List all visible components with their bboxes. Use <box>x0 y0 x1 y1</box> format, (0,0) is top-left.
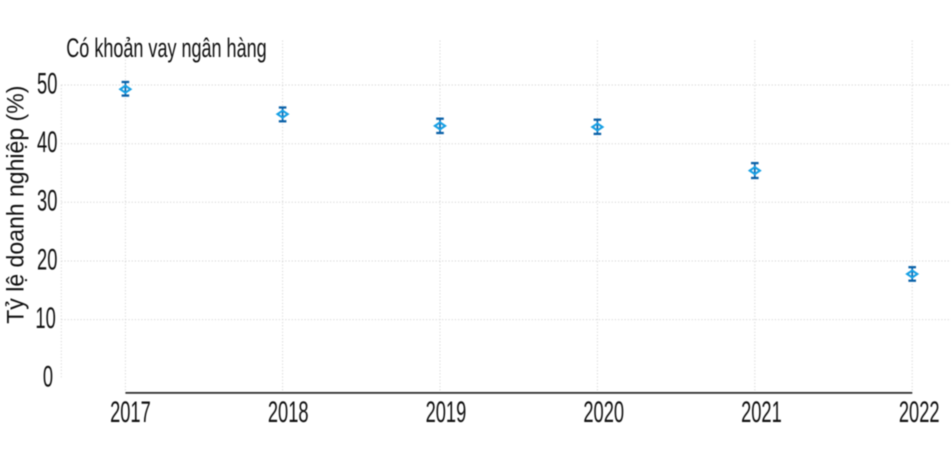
svg-text:0: 0 <box>43 361 53 394</box>
svg-text:20: 20 <box>37 244 57 277</box>
svg-text:50: 50 <box>37 68 57 101</box>
svg-text:Có khoản vay ngân hàng: Có khoản vay ngân hàng <box>66 32 266 62</box>
svg-text:2020: 2020 <box>583 397 624 430</box>
svg-text:2022: 2022 <box>899 397 940 430</box>
svg-text:2017: 2017 <box>110 397 151 430</box>
svg-text:2021: 2021 <box>741 397 782 430</box>
svg-text:10: 10 <box>35 303 55 336</box>
svg-text:Tỷ lệ doanh nghiệp (%): Tỷ lệ doanh nghiệp (%) <box>2 86 29 324</box>
svg-text:2019: 2019 <box>426 397 467 430</box>
svg-text:40: 40 <box>37 127 57 160</box>
svg-text:2018: 2018 <box>268 397 309 430</box>
svg-text:30: 30 <box>37 185 57 218</box>
